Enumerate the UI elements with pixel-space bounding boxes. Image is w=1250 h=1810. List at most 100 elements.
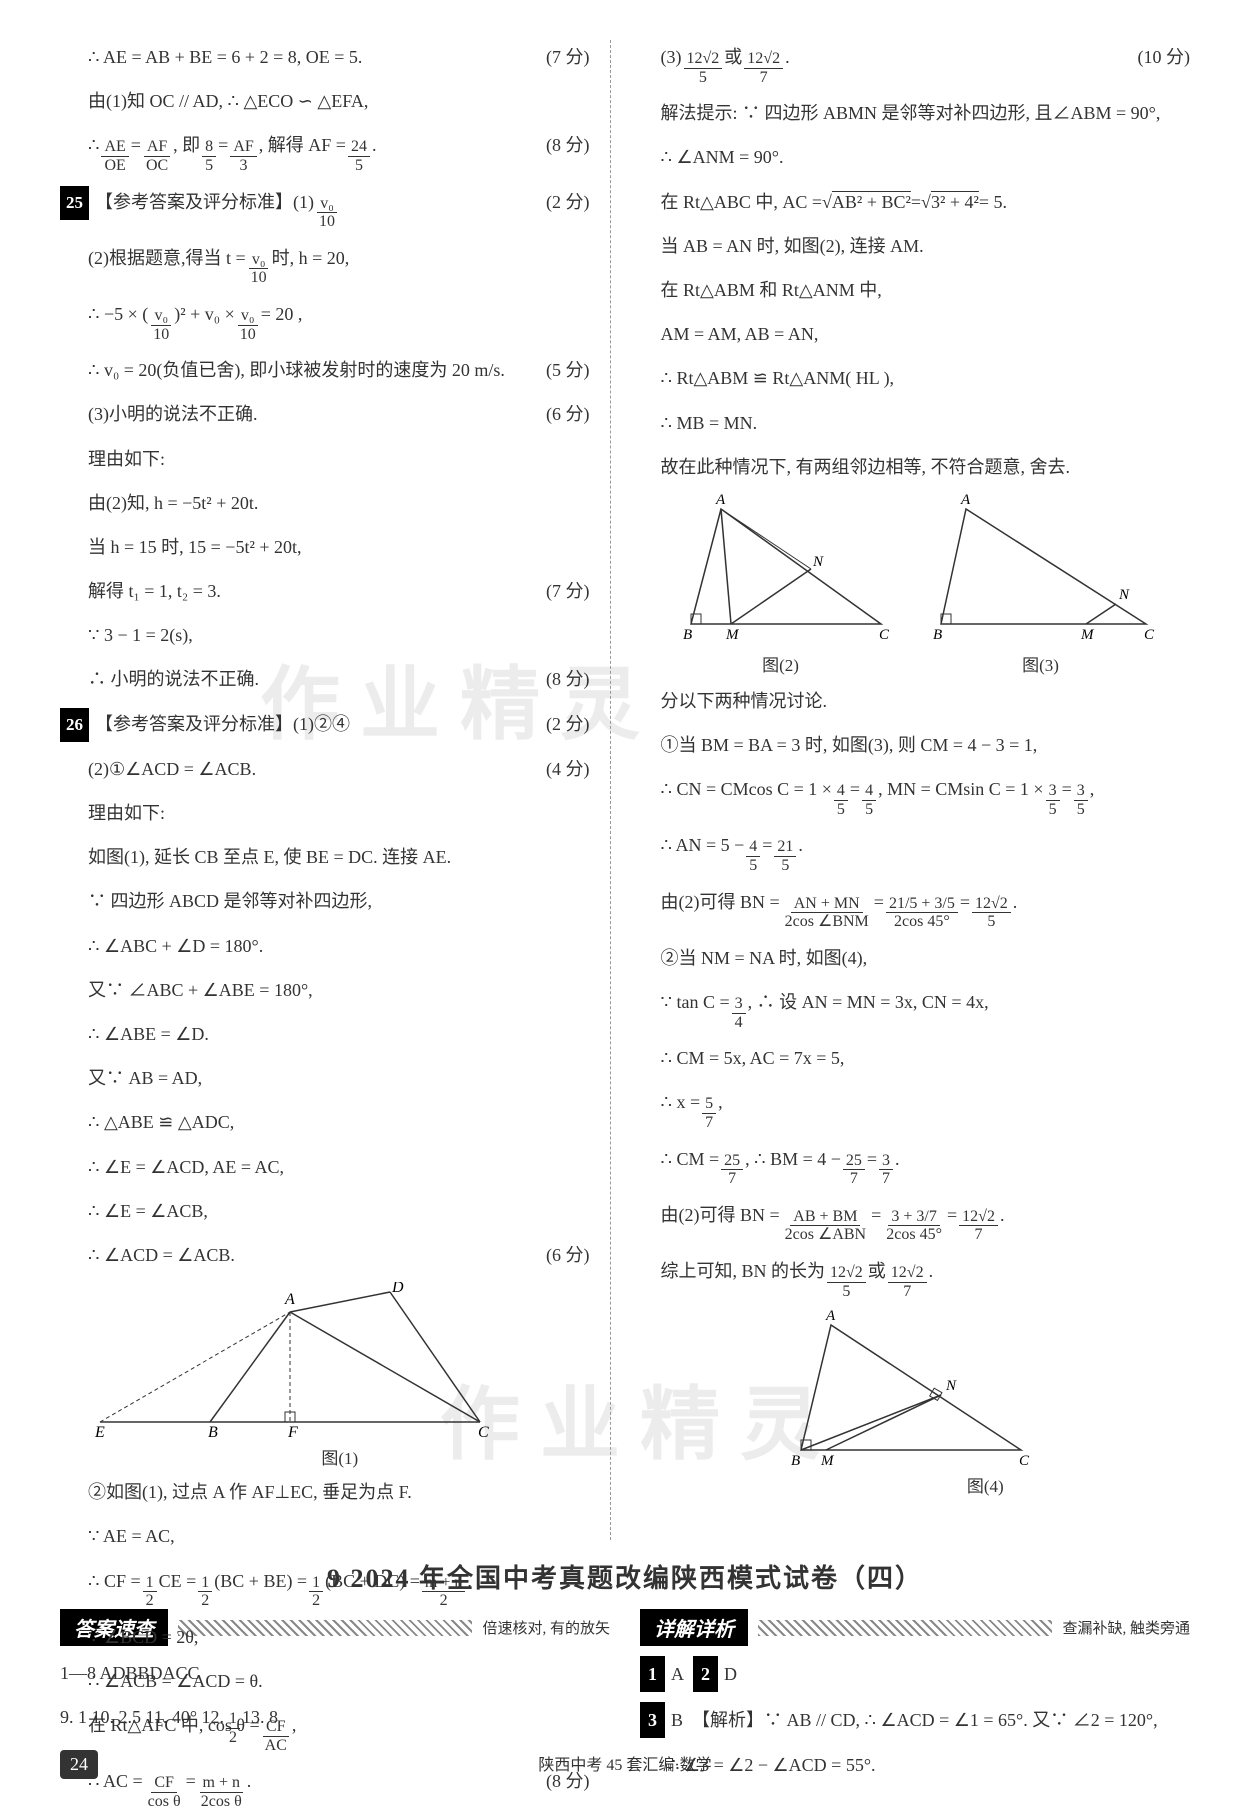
text: 故在此种情况下, 有两组邻边相等, 不符合题意, 舍去. <box>661 450 1071 484</box>
figure-caption: 图(3) <box>921 651 1161 676</box>
text: ∵ 3 − 1 = 2(s), <box>88 618 193 652</box>
text: ∴ CF = <box>88 1564 141 1598</box>
text: 由(2)可得 BN = <box>661 1198 780 1232</box>
text: ∴ △ABE ≌ △ADC, <box>88 1105 234 1139</box>
text: . <box>785 40 790 74</box>
footer-text: 陕西中考 45 套汇编·数学 <box>0 1751 1250 1775</box>
text: ∴ AN = 5 − <box>661 828 745 862</box>
score: (10 分) <box>1138 40 1191 74</box>
text: 又∵ AB = AD, <box>88 1061 202 1095</box>
fraction: 35 <box>1074 782 1088 818</box>
text: = <box>911 185 921 219</box>
fraction: 12√27 <box>888 1264 927 1300</box>
text: 解法提示: ∵ 四边形 ABMN 是邻等对补四边形, 且∠ABM = 90°, <box>661 96 1161 130</box>
text: = <box>874 885 884 919</box>
text: √ <box>921 185 931 219</box>
fraction: 21/5 + 3/52cos 45° <box>886 895 958 931</box>
text: ∴ ∠ANM = 90°. <box>661 140 784 174</box>
text: . <box>929 1254 934 1288</box>
text: . <box>1013 885 1018 919</box>
text: , <box>292 1708 297 1742</box>
fraction: AFOC <box>143 138 171 174</box>
text: = <box>218 128 228 162</box>
figure-caption: 图(1) <box>90 1444 590 1469</box>
right-column: (3) 12√25 或 12√27 . (10 分) 解法提示: ∵ 四边形 A… <box>641 40 1191 1540</box>
sqrt: 3² + 4² <box>931 185 979 219</box>
text: 由(2)可得 BN = <box>661 885 780 919</box>
text: (3)小明的说法不正确. <box>88 397 258 431</box>
text: 当 h = 15 时, 15 = −5t² + 20t, <box>88 530 302 564</box>
fraction: v₀10 <box>248 251 270 287</box>
text: ∵ 四边形 ABCD 是邻等对补四边形, <box>88 884 372 918</box>
figure-1: E B F C A D 图(1) <box>90 1282 590 1469</box>
text: 当 AB = AN 时, 如图(2), 连接 AM. <box>661 229 924 263</box>
text: 由(1)知 OC // AD, ∴ △ECO ∽ △EFA, <box>88 84 368 118</box>
text: ∵ tan C = <box>661 985 730 1019</box>
text: 综上可知, BN 的长为 <box>661 1254 826 1288</box>
text: . <box>1000 1198 1005 1232</box>
text: √ <box>822 185 832 219</box>
text: = 5. <box>979 185 1007 219</box>
text: = 20 , <box>261 297 303 331</box>
text: , 解得 AF = <box>259 128 346 162</box>
text: , ∴ 设 AN = MN = 3x, CN = 4x, <box>748 985 989 1019</box>
score: (7 分) <box>546 574 590 608</box>
text: (2)①∠ACD = ∠ACB. <box>88 752 256 786</box>
score: (2 分) <box>546 707 590 741</box>
score: (6 分) <box>546 1238 590 1272</box>
text: 【解析】∵ AB // CD, ∴ ∠ACD = ∠1 = 65°. 又∵ ∠2… <box>692 1703 1158 1737</box>
svg-text:B: B <box>683 627 692 643</box>
text: = <box>131 128 141 162</box>
text: ②如图(1), 过点 A 作 AF⊥EC, 垂足为点 F. <box>88 1475 412 1509</box>
text: 或 <box>724 40 742 74</box>
text: (3) <box>661 40 682 74</box>
score: (8 分) <box>546 662 590 696</box>
text: ∵ AE = AC, <box>88 1519 175 1553</box>
answer-number: 3 <box>640 1702 665 1738</box>
text: ∴ CM = <box>661 1142 720 1176</box>
text: 又∵ ∠ABC + ∠ABE = 180°, <box>88 973 313 1007</box>
score: (4 分) <box>546 752 590 786</box>
fraction: AB + BM2cos ∠ABN <box>782 1208 869 1244</box>
text: ∴ ∠E = ∠ACD, AE = AC, <box>88 1150 284 1184</box>
left-column: ∴ AE = AB + BE = 6 + 2 = 8, OE = 5. (7 分)… <box>60 40 611 1540</box>
figure-4: A B M C N 图(4) <box>781 1310 1191 1497</box>
svg-text:M: M <box>820 1453 835 1469</box>
text: AM = AM, AB = AN, <box>661 317 819 351</box>
fraction: 12√27 <box>959 1208 998 1244</box>
text: . <box>895 1142 900 1176</box>
text: ∴ ∠ACD = ∠ACB. <box>88 1238 235 1272</box>
text: , 即 <box>173 128 200 162</box>
fraction: 257 <box>843 1152 865 1188</box>
text: = <box>867 1142 877 1176</box>
text: 解得 t₁ = 1, t₂ = 3. <box>88 574 221 608</box>
fraction: 257 <box>721 1152 743 1188</box>
text: CE = <box>159 1564 197 1598</box>
fraction: CFAC <box>262 1718 290 1754</box>
score: (2 分) <box>546 185 590 219</box>
fraction: 45 <box>834 782 848 818</box>
text: ∵ ∠BCD = 2θ, <box>88 1620 198 1654</box>
fraction: CFcos θ <box>145 1774 184 1810</box>
fraction: 12 <box>143 1574 157 1610</box>
fraction: 12√25 <box>972 895 1011 931</box>
text: 时, h = 20, <box>272 241 350 275</box>
text: ∴ ∠ACB = ∠ACD = θ. <box>88 1664 263 1698</box>
text: (BC + DC) = <box>325 1564 420 1598</box>
text: = <box>850 772 860 806</box>
svg-text:M: M <box>1080 627 1095 643</box>
fraction: 45 <box>746 838 760 874</box>
text: 【参考答案及评分标准】(1)②④ <box>95 707 350 741</box>
fraction: 3 + 3/72cos 45° <box>883 1208 945 1244</box>
text: . <box>467 1564 472 1598</box>
text: ∴ AE = AB + BE = 6 + 2 = 8, OE = 5. <box>88 40 362 74</box>
text: 在 Rt△ABM 和 Rt△ANM 中, <box>661 273 882 307</box>
text: 或 <box>868 1254 886 1288</box>
svg-text:C: C <box>879 627 890 643</box>
fraction: 215 <box>774 838 796 874</box>
sqrt: AB² + BC² <box>832 185 911 219</box>
fraction: m + n2 <box>422 1574 465 1610</box>
fraction: 12√27 <box>744 50 783 86</box>
svg-text:F: F <box>287 1424 298 1441</box>
text: ∴ CM = 5x, AC = 7x = 5, <box>661 1041 845 1075</box>
